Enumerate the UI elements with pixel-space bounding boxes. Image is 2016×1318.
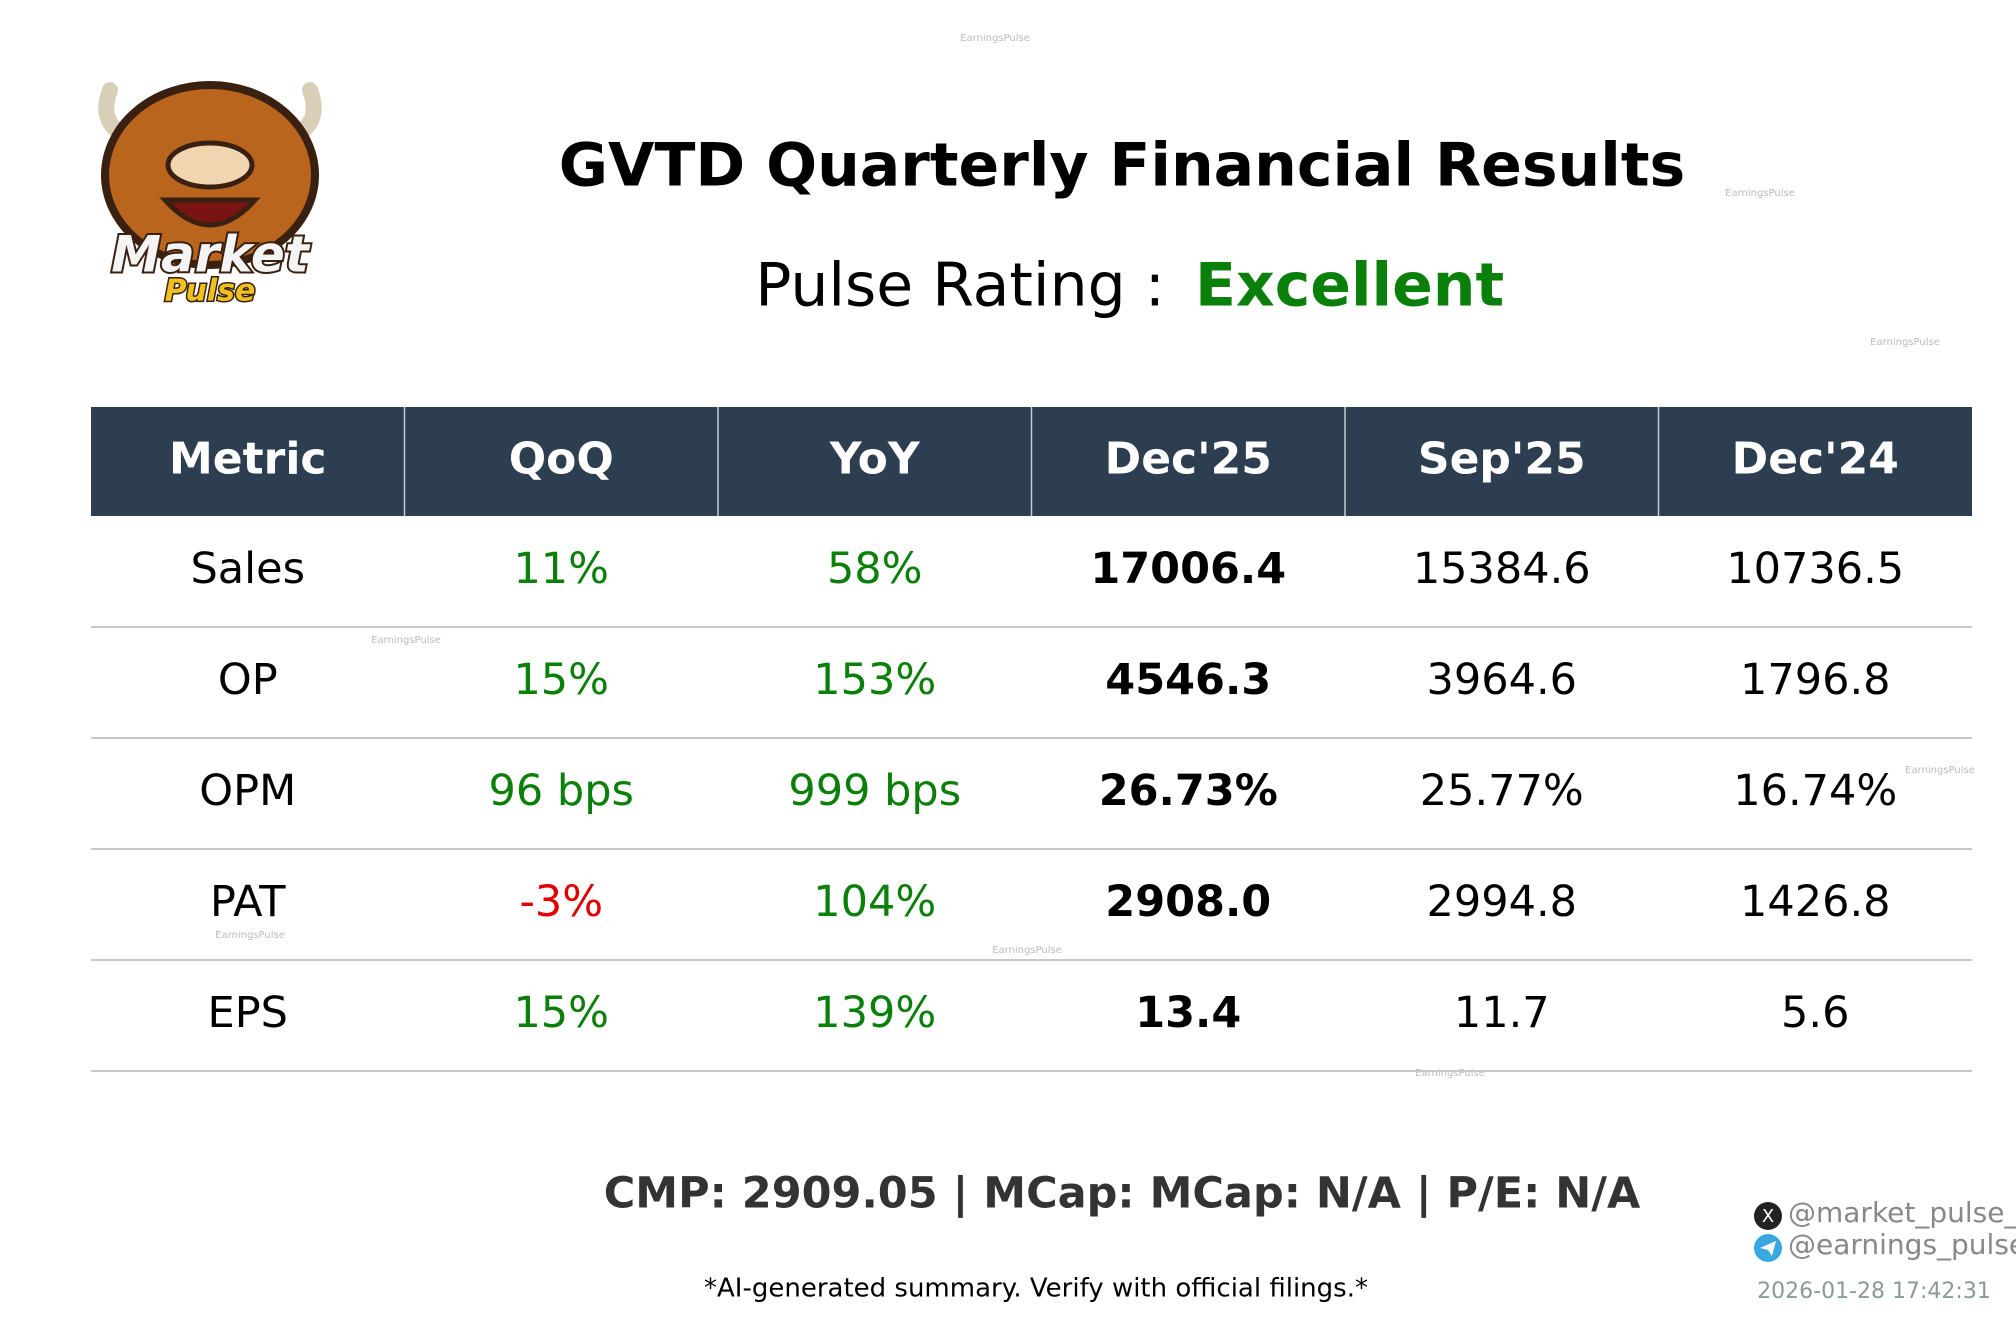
watermark: EarningsPulse [992,945,1062,956]
summary: CMP: 2909.05 | MCap: MCap: N/A | P/E: N/… [604,1169,1641,1219]
metric-name: PAT [210,877,286,927]
disclaimer: *AI-generated summary. Verify with offic… [704,1274,1368,1304]
column-header: QoQ [509,434,614,485]
cell-value: 58% [827,544,923,594]
cell-value: 2908.0 [1105,877,1271,927]
logo-text: Market [111,226,311,284]
watermark: EarningsPulse [1905,765,1975,776]
column-header: Dec'25 [1105,434,1272,485]
title: GVTD Quarterly Financial Results [559,131,1685,201]
cell-value: 11.7 [1454,988,1550,1038]
cell-value: 25.77% [1420,766,1584,816]
watermark: EarningsPulse [1870,337,1940,348]
cell-value: 5.6 [1781,988,1849,1038]
watermarks: EarningsPulse EarningsPulse EarningsPuls… [215,33,1975,1079]
cell-value: 139% [813,988,936,1038]
cell-value: 10736.5 [1726,544,1904,594]
cell-value: 15% [513,655,609,705]
social-handle: @earnings_pulse [1788,1228,2016,1261]
cell-value: 17006.4 [1090,544,1286,594]
metric-name: OP [218,655,278,705]
metric-name: Sales [191,544,305,594]
column-header: YoY [829,434,921,485]
rating-label: Pulse Rating : [755,251,1165,321]
column-header: Sep'25 [1418,434,1586,485]
cell-value: 1426.8 [1740,877,1890,927]
timestamp: 2026-01-28 17:42:31 [1757,1279,1991,1304]
column-header: Dec'24 [1732,434,1899,485]
cell-value: 26.73% [1099,766,1278,816]
social: X @market_pulse_ai @earnings_pulse [1754,1196,2016,1262]
logo-subtext: Pulse [165,274,256,309]
watermark: EarningsPulse [1725,188,1795,199]
cell-value: 13.4 [1135,988,1241,1038]
watermark: EarningsPulse [215,930,285,941]
metric-name: EPS [208,988,288,1038]
rating-value: Excellent [1195,251,1504,321]
cell-value: 153% [813,655,936,705]
cell-value: 15% [513,988,609,1038]
cell-value: 96 bps [489,766,634,816]
cell-value: 11% [513,544,609,594]
social-handle: @market_pulse_ai [1788,1196,2016,1229]
logo: Market Pulse [98,81,322,310]
metric-name: OPM [199,766,296,816]
watermark: EarningsPulse [371,635,441,646]
cell-value: 3964.6 [1427,655,1577,705]
column-header: Metric [169,434,327,485]
results-table: Metric QoQ YoY Dec'25 Sep'25 Dec'24 Sales 11% 58… [91,407,1972,1072]
cell-value: 999 bps [788,766,961,816]
watermark: EarningsPulse [1415,1068,1485,1079]
cell-value: 104% [813,877,936,927]
cell-value: 1796.8 [1740,655,1890,705]
svg-text:X: X [1762,1206,1774,1227]
cell-value: 16.74% [1733,766,1897,816]
cell-value: 4546.3 [1105,655,1271,705]
cell-value: -3% [519,877,603,927]
cell-value: 15384.6 [1413,544,1591,594]
watermark: EarningsPulse [960,33,1030,44]
cell-value: 2994.8 [1427,877,1577,927]
